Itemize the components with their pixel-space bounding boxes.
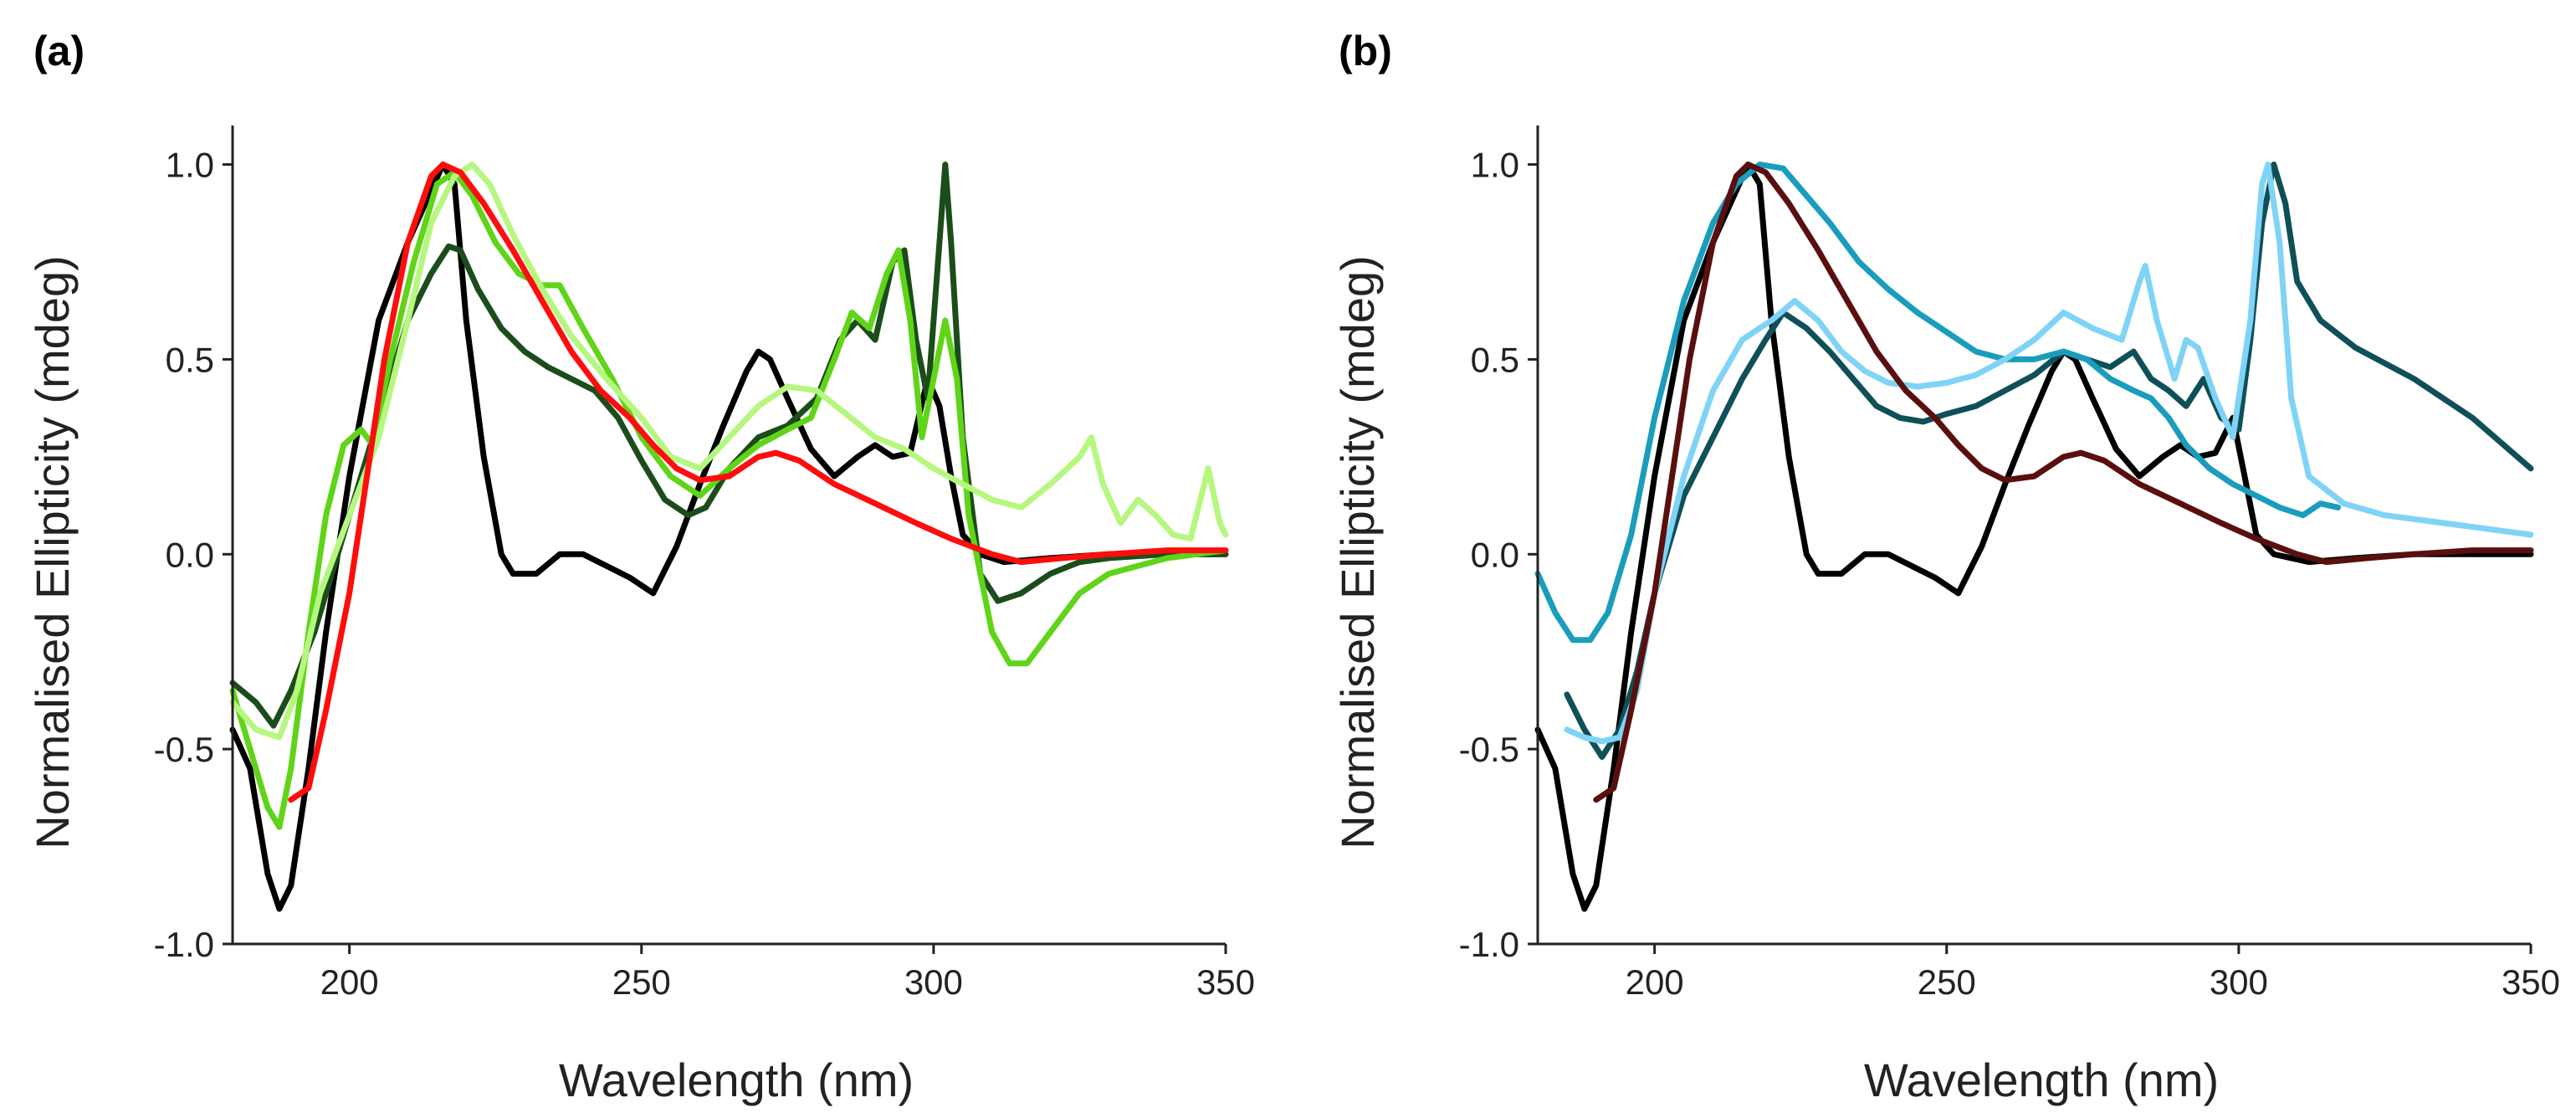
- panel-a-y-tick-label: 0.5: [166, 340, 214, 379]
- panel-a-y-axis-title: Normalised Ellipticity (mdeg): [26, 255, 79, 849]
- panel-b-series-line-4: [1564, 162, 2534, 745]
- panel-a-x-axis-title: Wavelength (nm): [559, 1054, 914, 1106]
- panel-a-x-tick-label: 350: [1196, 962, 1255, 1002]
- panel-a-x-tick-label: 300: [904, 962, 963, 1002]
- panel-a-series-line-3: [229, 169, 1229, 830]
- panel-a-y-tick-label: -1.0: [154, 925, 214, 964]
- panel-b-y-tick-label: 1.0: [1471, 146, 1519, 185]
- panel-b-series-line-1: [1534, 162, 2534, 912]
- panel-a-series-line-2: [229, 162, 1229, 729]
- panel-a-axes: 200 250 300 350 1.0 0.5 0.0 -0.5 -1.0: [154, 126, 1255, 1002]
- panel-b-x-tick-label: 200: [1626, 962, 1684, 1002]
- panel-b-x-tick-label: 350: [2502, 962, 2560, 1002]
- panel-a-series-line-1: [229, 162, 1229, 912]
- panel-a: (a) 200 250 300 350 1.0 0.5 0.0 -0.5 -1.0 Wavele…: [26, 28, 1255, 1106]
- panel-b-y-tick-label: 0.5: [1471, 340, 1519, 379]
- panel-b-x-tick-label: 250: [1918, 962, 1976, 1002]
- panel-b-y-axis-title: Normalised Ellipticity (mdeg): [1331, 255, 1384, 849]
- panel-a-y-tick-label: 0.0: [166, 535, 214, 574]
- panel-b-x-tick-label: 300: [2210, 962, 2268, 1002]
- panel-b-series-line-2: [1564, 162, 2534, 760]
- panel-b-y-tick-label: -1.0: [1459, 925, 1519, 964]
- panel-b-series-line-5: [1593, 162, 2534, 803]
- panel-a-series-line-4: [229, 162, 1229, 741]
- panel-b-x-axis-title: Wavelength (nm): [1864, 1054, 2219, 1106]
- panel-a-x-tick-label: 250: [612, 962, 671, 1002]
- panel-b-y-tick-label: 0.0: [1471, 535, 1519, 574]
- panel-a-y-tick-label: -0.5: [154, 730, 214, 769]
- panel-b-label: (b): [1339, 28, 1392, 74]
- panel-b-axes: 200 250 300 350 1.0 0.5 0.0 -0.5 -1.0: [1459, 126, 2560, 1002]
- panel-a-curves: [229, 162, 1229, 912]
- panel-a-y-tick-label: 1.0: [166, 146, 214, 185]
- panel-a-label: (a): [33, 28, 85, 74]
- panel-b: (b) 200 250 300 350 1.0 0.5 0.0 -0.5 -1.0 Wavele…: [1331, 28, 2560, 1106]
- panel-b-curves: [1534, 162, 2534, 912]
- panel-b-series-line-3: [1534, 162, 2342, 644]
- panel-a-series-line-5: [288, 162, 1229, 803]
- panel-b-y-tick-label: -0.5: [1459, 730, 1519, 769]
- panel-a-x-tick-label: 200: [320, 962, 379, 1002]
